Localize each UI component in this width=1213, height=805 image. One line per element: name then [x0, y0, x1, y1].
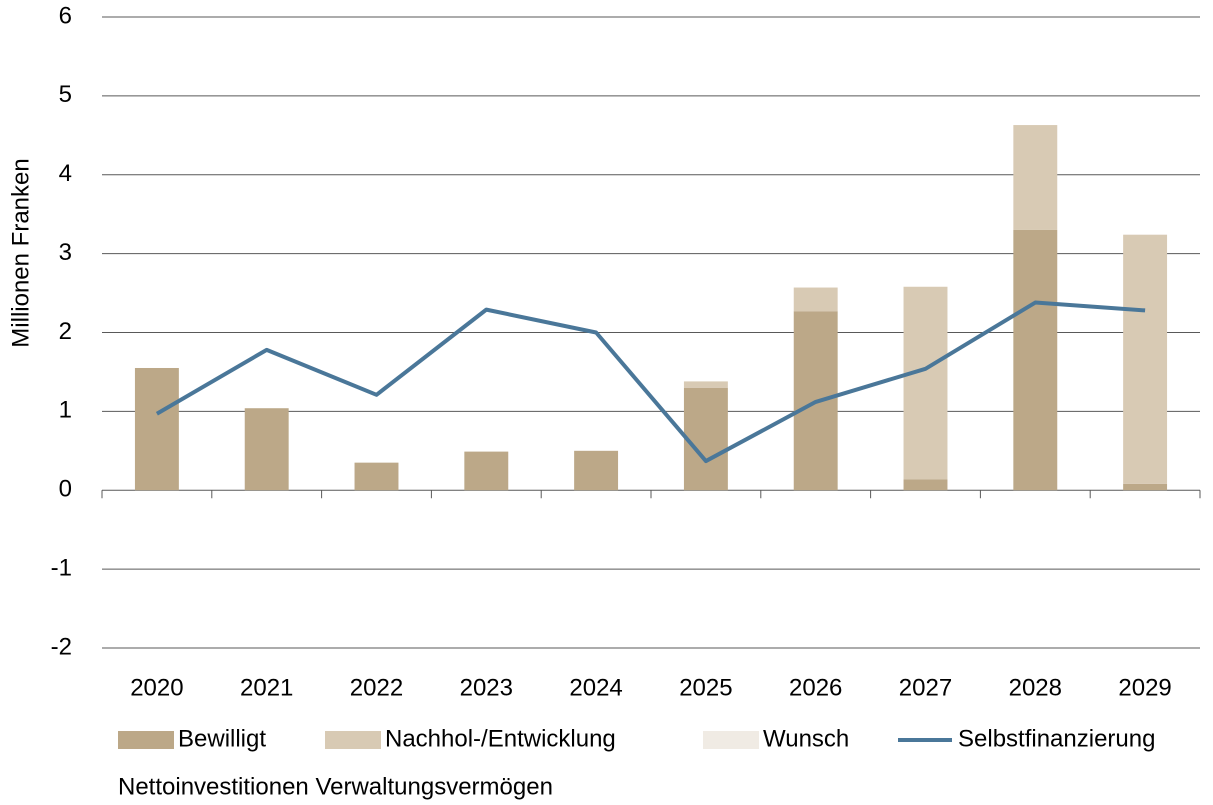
- line: [155, 300, 1146, 464]
- y-tick-label: 5: [59, 81, 72, 108]
- bar: [1123, 234, 1168, 484]
- x-tick-label: 2020: [130, 674, 183, 701]
- y-axis-title: Millionen Franken: [7, 158, 34, 347]
- bar: [464, 451, 509, 491]
- x-tick-label: 2025: [679, 674, 732, 701]
- bar: [683, 381, 728, 388]
- bar: [793, 287, 838, 312]
- bar: [134, 367, 179, 491]
- y-tick-label: 4: [59, 160, 72, 187]
- bar: [1013, 125, 1058, 230]
- y-tick-label: 2: [59, 318, 72, 345]
- x-tick-label: 2021: [240, 674, 293, 701]
- bar: [244, 408, 289, 491]
- y-tick-label: 6: [59, 2, 72, 29]
- bar: [1123, 483, 1168, 491]
- bar: [574, 450, 619, 491]
- legend-swatch: [118, 731, 174, 749]
- x-tick-label: 2023: [460, 674, 513, 701]
- x-tick-label: 2029: [1118, 674, 1171, 701]
- bar: [683, 387, 728, 491]
- legend-swatch: [325, 731, 381, 749]
- legend-label: Bewilligt: [178, 725, 266, 752]
- legend-label: Selbstfinanzierung: [958, 725, 1155, 752]
- y-tick-label: 0: [59, 476, 72, 503]
- legend-swatch: [703, 731, 759, 749]
- y-tick-label: 3: [59, 239, 72, 266]
- x-tick-label: 2026: [789, 674, 842, 701]
- bar: [354, 462, 399, 491]
- bar: [903, 286, 948, 480]
- legend-label: Wunsch: [763, 725, 849, 752]
- caption: Nettoinvestitionen Verwaltungsvermögen: [118, 773, 553, 800]
- x-tick-label: 2028: [1009, 674, 1062, 701]
- y-tick-label: -1: [51, 554, 72, 581]
- x-tick-label: 2024: [569, 674, 622, 701]
- x-tick-label: 2022: [350, 674, 403, 701]
- bar: [903, 479, 948, 491]
- legend-label: Nachhol-/Entwicklung: [385, 725, 616, 752]
- y-tick-label: -2: [51, 633, 72, 660]
- x-tick-label: 2027: [899, 674, 952, 701]
- y-tick-label: 1: [59, 397, 72, 424]
- bar: [1013, 229, 1058, 491]
